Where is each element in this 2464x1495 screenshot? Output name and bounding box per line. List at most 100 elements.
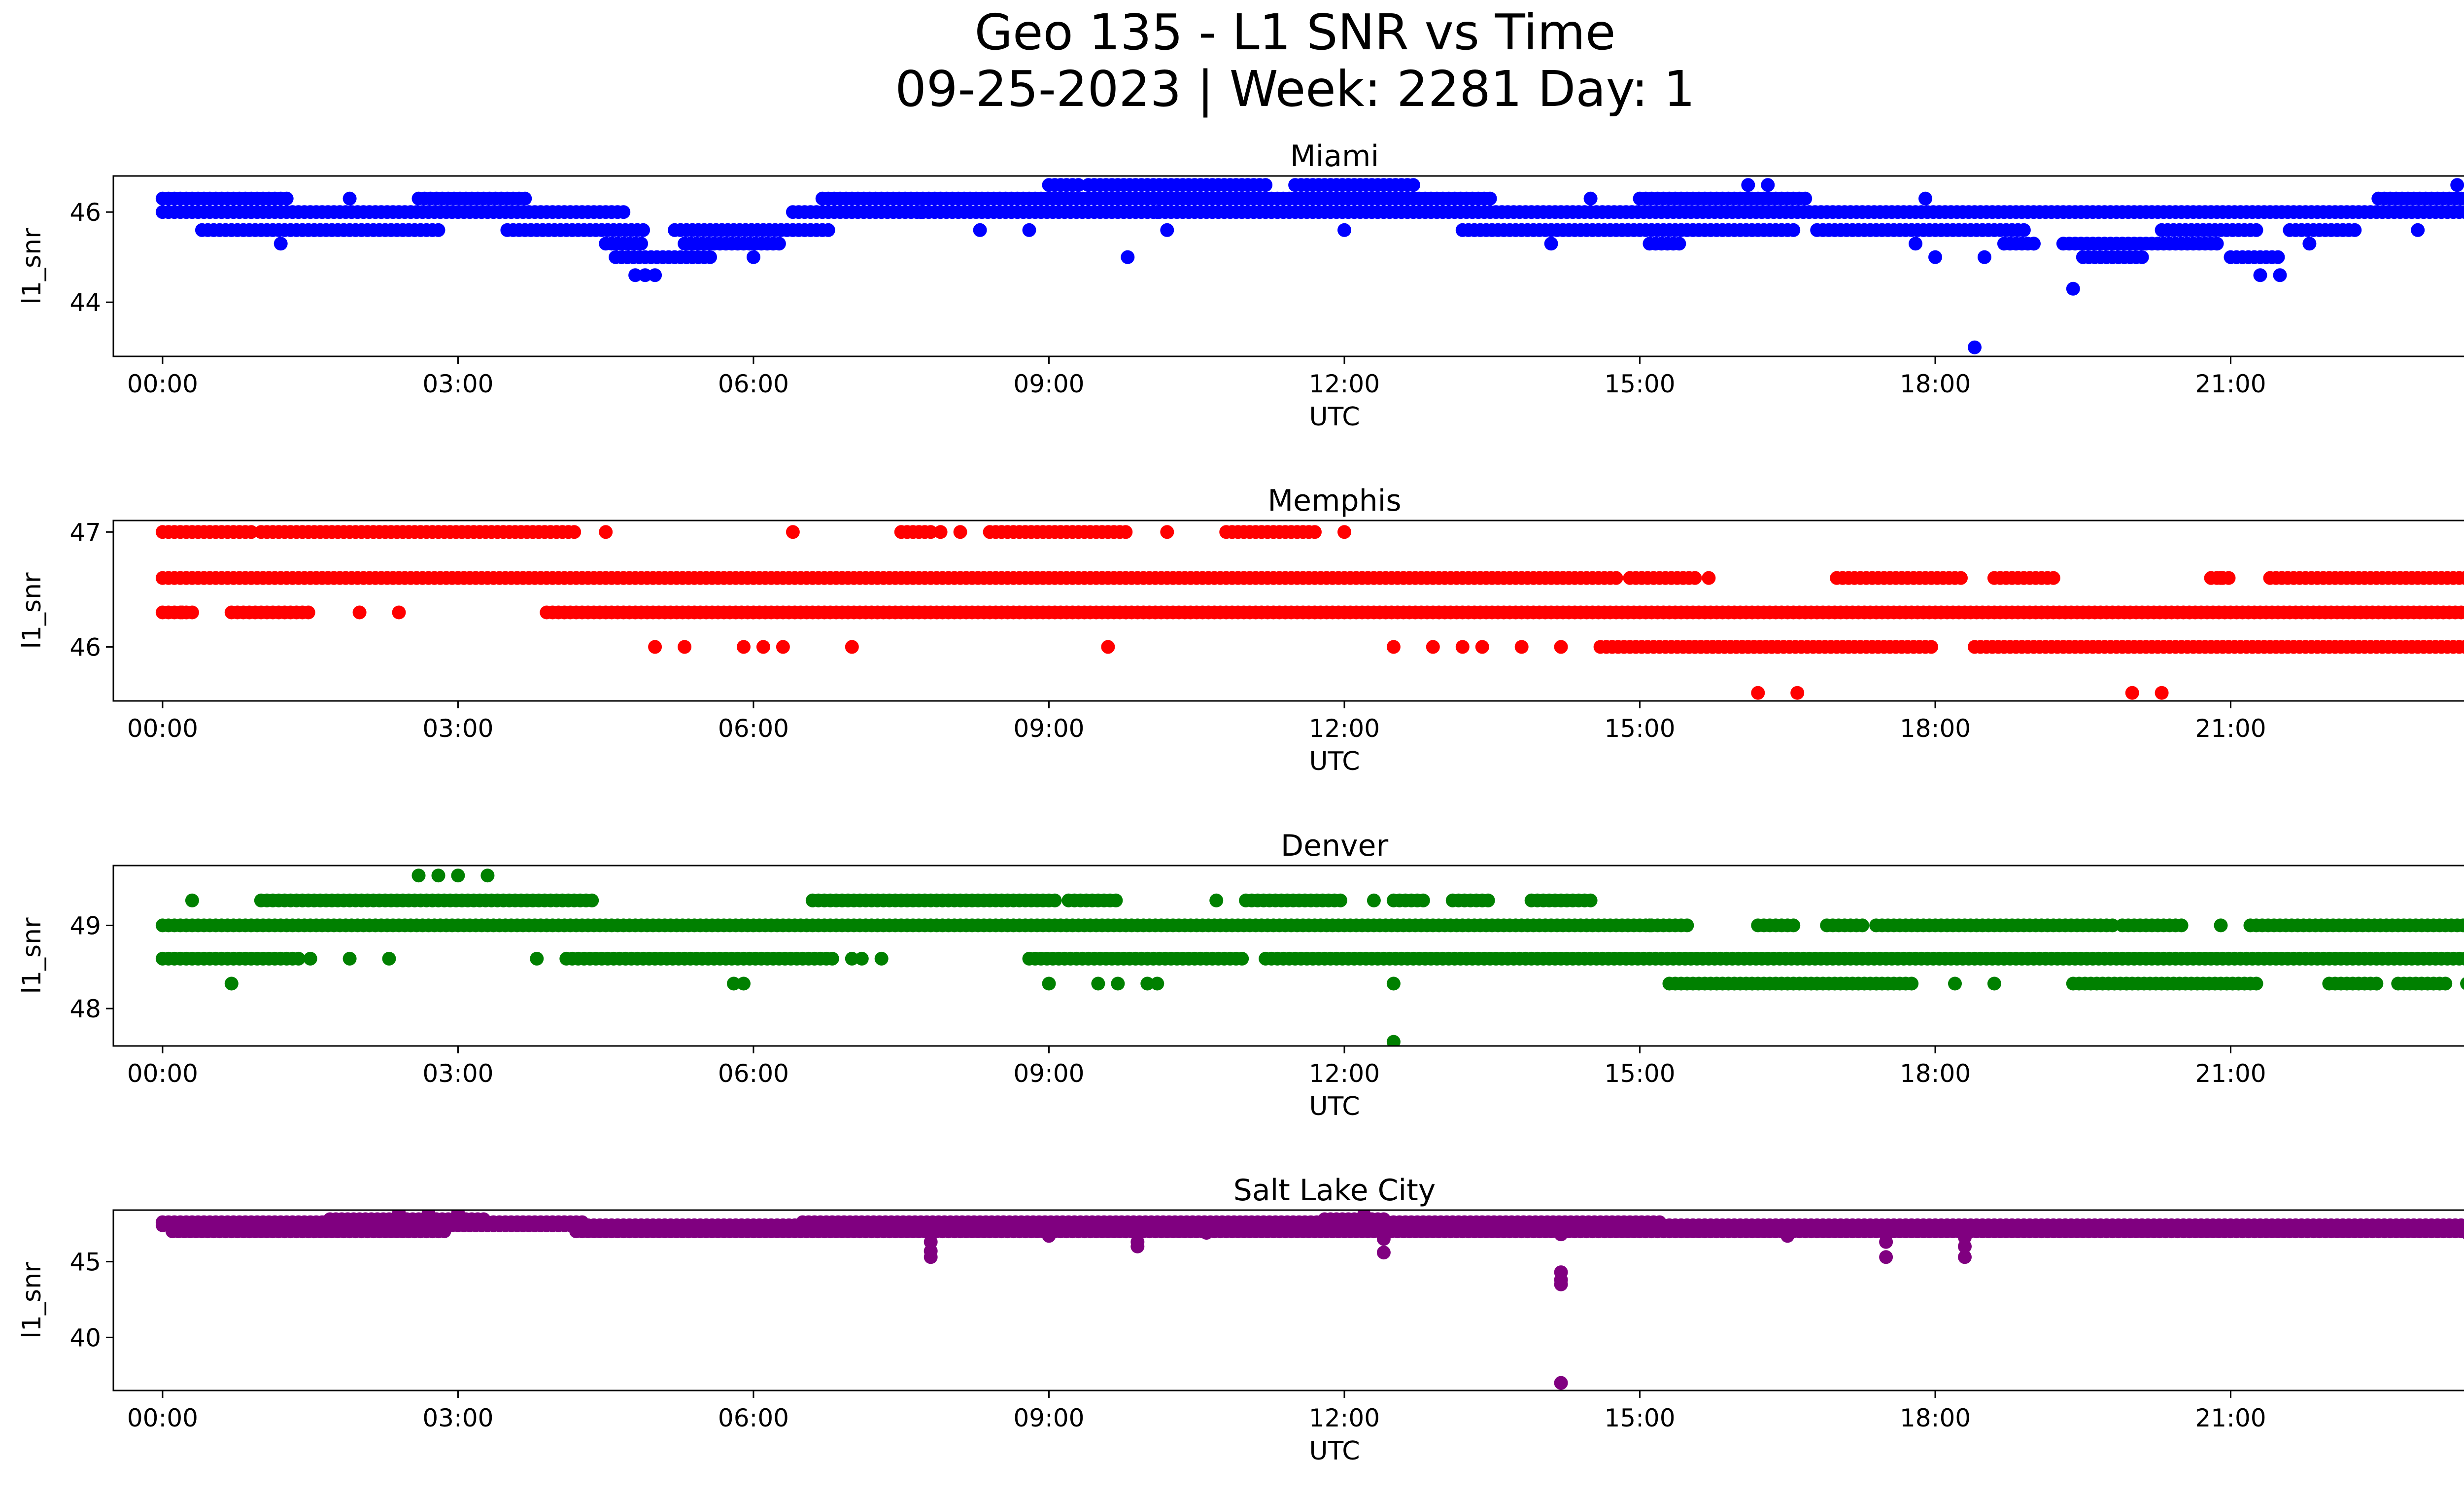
y-axis-label: l1_snr: [17, 228, 47, 305]
data-point: [1091, 976, 1105, 991]
data-point: [1235, 951, 1249, 966]
x-tick-label: 15:00: [1604, 370, 1675, 398]
data-point: [845, 951, 859, 966]
data-point: [1416, 893, 1430, 907]
data-point: [1909, 237, 1922, 251]
data-point: [224, 976, 239, 991]
data-point: [1376, 1232, 1391, 1246]
data-point: [1958, 1239, 1972, 1253]
data-point: [301, 605, 315, 620]
data-point: [2458, 640, 2464, 654]
data-point: [1786, 918, 1801, 933]
x-axis-label: UTC: [1309, 747, 1360, 776]
data-point: [678, 640, 692, 654]
data-point: [244, 525, 258, 539]
data-point: [737, 976, 751, 991]
data-point: [1386, 976, 1401, 991]
x-tick-label: 18:00: [1900, 370, 1971, 398]
x-tick-label: 09:00: [1013, 1404, 1084, 1432]
data-point: [1790, 686, 1805, 700]
data-point: [737, 640, 751, 654]
data-point: [1987, 976, 2001, 991]
data-point: [1554, 1277, 1568, 1291]
x-tick-label: 00:00: [127, 714, 198, 743]
x-tick-label: 06:00: [718, 1404, 789, 1432]
data-point: [2450, 178, 2464, 192]
data-point: [2348, 223, 2362, 237]
data-point: [1968, 340, 1982, 354]
x-tick-label: 21:00: [2195, 1404, 2266, 1432]
data-point: [1928, 250, 1942, 264]
data-point: [2271, 250, 2285, 264]
data-point: [1101, 640, 1115, 654]
plot-area: [155, 178, 2464, 354]
data-point: [392, 605, 406, 620]
x-axis-label: UTC: [1309, 1436, 1360, 1466]
data-point: [2458, 205, 2464, 219]
y-axis-label: l1_snr: [17, 1262, 47, 1339]
axes-frame: [112, 520, 2464, 702]
data-point: [1977, 250, 1991, 264]
data-point: [634, 237, 649, 251]
x-tick-label: 09:00: [1013, 1059, 1084, 1088]
data-point: [303, 951, 317, 966]
subplot: 00:00 03:00 06:00 09:00 12:00 15:00 18:00 21:00…: [17, 139, 2464, 432]
data-point: [727, 976, 741, 991]
x-tick-label: 21:00: [2195, 1059, 2266, 1088]
subplot-title: Miami: [1290, 139, 1379, 174]
data-point: [1954, 571, 1968, 585]
data-point: [1042, 1229, 1056, 1243]
x-tick-label: 00:00: [127, 1404, 198, 1432]
x-tick-label: 21:00: [2195, 370, 2266, 398]
data-point: [352, 605, 367, 620]
data-point: [1140, 976, 1155, 991]
plot-area: [155, 869, 2464, 1046]
data-point: [616, 205, 631, 219]
data-point: [1042, 976, 1056, 991]
data-point: [1334, 893, 1347, 907]
data-point: [1544, 237, 1558, 251]
data-point: [1583, 191, 1598, 206]
x-tick-label: 03:00: [422, 1059, 493, 1088]
data-point: [1672, 237, 1686, 251]
data-point: [1150, 205, 1164, 219]
y-tick-label: 45: [69, 1248, 101, 1277]
data-point: [451, 1210, 465, 1220]
data-point: [451, 869, 465, 883]
data-point: [1376, 1246, 1391, 1260]
data-point: [1367, 893, 1381, 907]
data-point: [342, 191, 357, 206]
x-tick-label: 18:00: [1900, 714, 1971, 743]
data-point: [973, 223, 987, 237]
data-point: [342, 951, 357, 966]
data-point: [1386, 640, 1401, 654]
data-point: [776, 640, 790, 654]
data-point: [1751, 686, 1765, 700]
data-point: [2462, 920, 2464, 931]
data-point: [2125, 686, 2139, 700]
figure-title-line1: Geo 135 - L1 SNR vs Time: [975, 3, 1616, 61]
y-tick-label: 48: [69, 995, 101, 1023]
data-point: [636, 223, 650, 237]
data-point: [1259, 178, 1273, 192]
data-point: [392, 1210, 406, 1220]
x-tick-label: 12:00: [1309, 370, 1380, 398]
x-tick-label: 15:00: [1604, 1059, 1675, 1088]
data-point: [648, 640, 662, 654]
data-point: [2460, 1226, 2464, 1239]
subplot-title: Denver: [1281, 829, 1389, 863]
data-point: [1761, 178, 1775, 192]
data-point: [1109, 893, 1123, 907]
data-point: [2460, 606, 2464, 619]
data-point: [279, 191, 294, 206]
data-point: [1918, 191, 1932, 206]
y-tick-label: 49: [69, 911, 101, 940]
data-point: [1386, 1035, 1401, 1046]
x-axis-label: UTC: [1309, 402, 1360, 432]
data-point: [1308, 525, 1322, 539]
data-point: [599, 525, 613, 539]
data-point: [530, 951, 544, 966]
data-point: [1652, 1215, 1667, 1229]
data-point: [1160, 525, 1174, 539]
data-point: [1680, 918, 1694, 933]
